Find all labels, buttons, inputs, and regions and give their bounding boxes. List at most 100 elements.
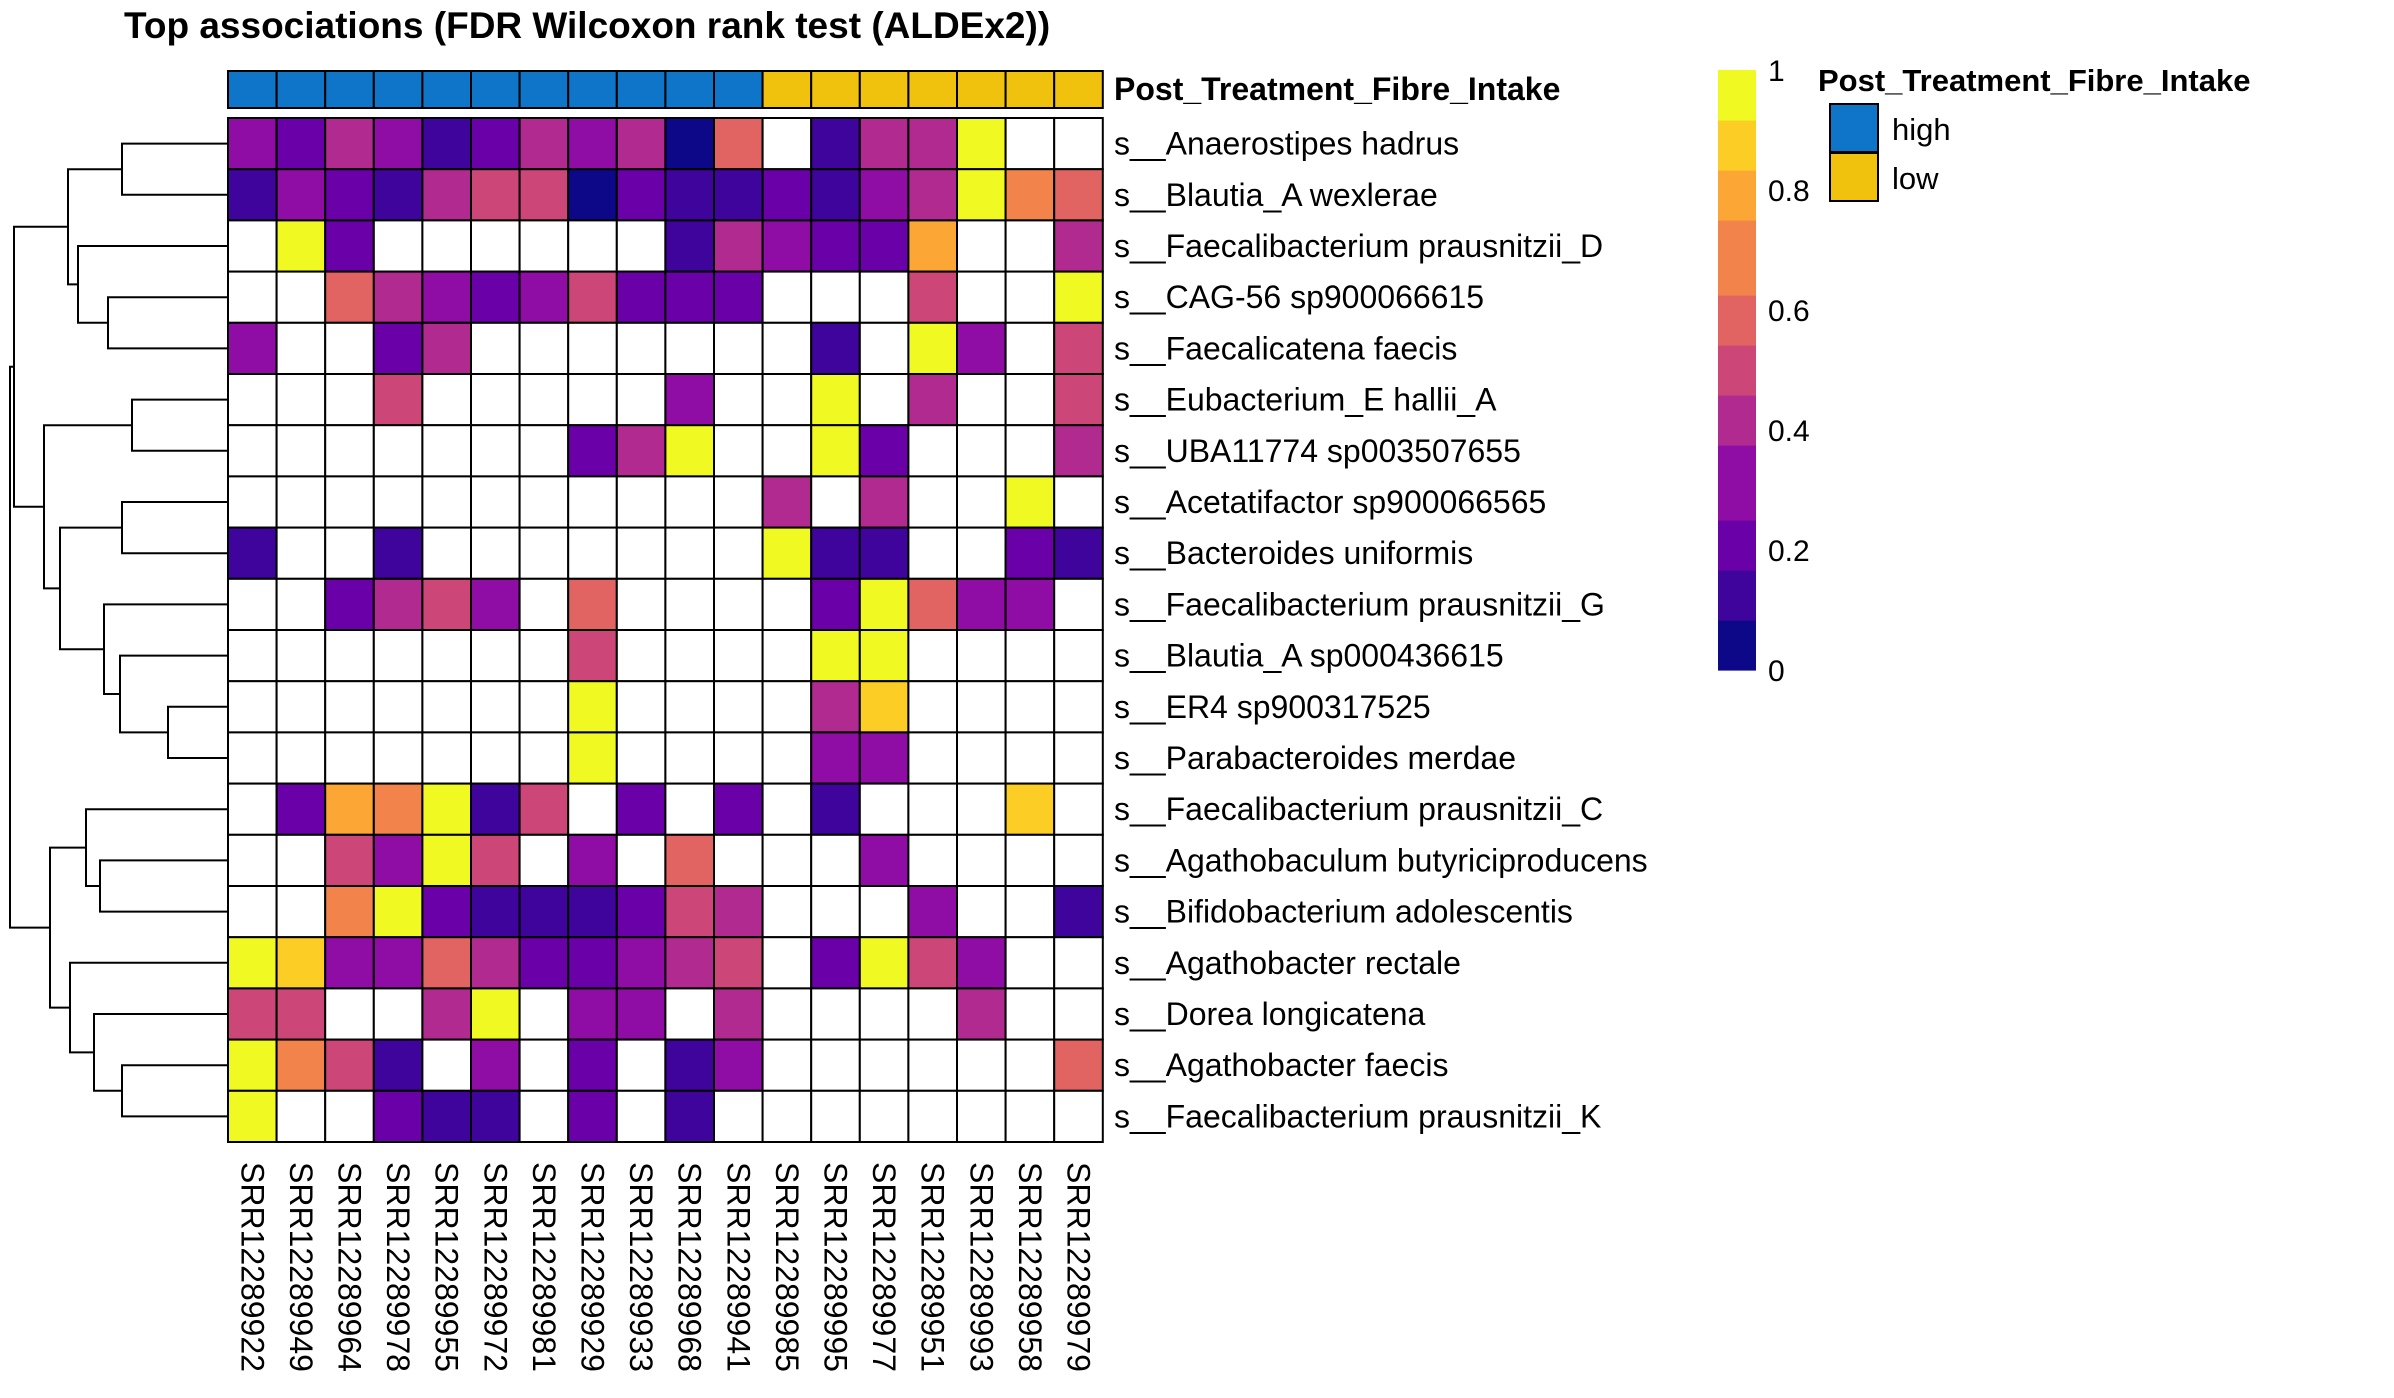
row-label: s__UBA11774 sp003507655 (1114, 433, 1521, 469)
heatmap-cells (227, 117, 1104, 1144)
heatmap-cell (421, 424, 472, 478)
heatmap-cell (275, 117, 327, 171)
heatmap-cell (761, 373, 813, 427)
heatmap-cell (324, 526, 375, 580)
heatmap-cell (470, 373, 521, 427)
heatmap-cell (421, 680, 472, 734)
annotation-cell-low (810, 70, 861, 109)
annotation-cell-low (907, 70, 959, 109)
heatmap-cell (615, 680, 667, 734)
heatmap-cell (275, 782, 327, 836)
heatmap-cell (713, 1089, 764, 1144)
heatmap-cell (615, 424, 667, 478)
heatmap-cell (421, 117, 472, 171)
heatmap-cell (567, 680, 618, 734)
row-label: s__Faecalibacterium prausnitzii_G (1114, 586, 1605, 622)
row-label: s__Bacteroides uniformis (1114, 535, 1473, 571)
column-label: SRR12289958 (1012, 1162, 1048, 1372)
heatmap-cell (275, 168, 327, 222)
color-scale-step (1718, 195, 1756, 221)
heatmap-cell (275, 475, 327, 529)
heatmap-cell (1053, 321, 1104, 375)
heatmap-cell (761, 1089, 813, 1144)
column-label: SRR12289978 (380, 1162, 416, 1372)
dendrogram-branch (119, 654, 228, 734)
heatmap-cell (227, 885, 278, 939)
heatmap-cell (956, 577, 1007, 631)
color-scale-step (1718, 395, 1756, 421)
heatmap-cell (518, 987, 570, 1041)
heatmap-cell (421, 270, 472, 324)
heatmap-cell (1004, 219, 1056, 273)
heatmap-cell (664, 270, 716, 324)
heatmap-cell (470, 833, 521, 887)
heatmap-cell (227, 680, 278, 734)
heatmap-cell (956, 936, 1007, 990)
column-label: SRR12289981 (526, 1162, 562, 1372)
heatmap-cell (275, 833, 327, 887)
heatmap-cell (713, 117, 764, 171)
heatmap-cell (713, 782, 764, 836)
heatmap-cell (421, 1089, 472, 1144)
annotation-cell-low (858, 70, 910, 109)
color-scale-step (1718, 595, 1756, 621)
heatmap-cell (324, 373, 375, 427)
heatmap-cell (956, 987, 1007, 1041)
heatmap-cell (567, 833, 618, 887)
heatmap-cell (421, 373, 472, 427)
dendrogram-branch (99, 859, 228, 913)
heatmap-cell (1004, 526, 1056, 580)
color-scale-step (1718, 520, 1756, 546)
heatmap-cell (664, 373, 716, 427)
heatmap-cell (1053, 219, 1104, 273)
heatmap-cell (372, 117, 424, 171)
heatmap-cell (664, 577, 716, 631)
heatmap-cell (275, 1089, 327, 1144)
heatmap-cell (713, 577, 764, 631)
color-scale-step (1718, 495, 1756, 521)
heatmap-cell (615, 373, 667, 427)
color-scale-tick: 0.2 (1768, 535, 1810, 568)
heatmap-cell (227, 270, 278, 324)
heatmap-cell (761, 1038, 813, 1092)
heatmap-cell (518, 117, 570, 171)
heatmap-cell (956, 885, 1007, 939)
row-label: s__Acetatifactor sp900066565 (1114, 484, 1546, 520)
heatmap-cell (421, 577, 472, 631)
heatmap-cell (470, 475, 521, 529)
heatmap-cell (227, 731, 278, 785)
heatmap-cell (275, 629, 327, 683)
heatmap-cell (421, 475, 472, 529)
heatmap-cell (810, 782, 861, 836)
heatmap-cell (664, 680, 716, 734)
heatmap-cell (275, 936, 327, 990)
heatmap-cell (907, 680, 959, 734)
heatmap-cell (664, 885, 716, 939)
annotation-cell-high (470, 70, 521, 109)
color-scale-step (1718, 370, 1756, 396)
heatmap-cell (567, 321, 618, 375)
row-label: s__Eubacterium_E hallii_A (1114, 382, 1497, 418)
heatmap-cell (615, 270, 667, 324)
heatmap-cell (858, 475, 910, 529)
heatmap-cell (761, 936, 813, 990)
color-scale-step (1718, 545, 1756, 571)
heatmap-cell (567, 526, 618, 580)
heatmap-cell (324, 731, 375, 785)
heatmap-cell (470, 117, 521, 171)
heatmap-cell (858, 577, 910, 631)
heatmap-cell (713, 987, 764, 1041)
heatmap-cell (324, 270, 375, 324)
heatmap-cell (372, 885, 424, 939)
column-labels: SRR12289922 SRR12289949 SRR12289964 SRR1228… (234, 1162, 1096, 1372)
heatmap-cell (227, 373, 278, 427)
heatmap-cell (372, 1038, 424, 1092)
heatmap-cell (956, 475, 1007, 529)
heatmap-cell (664, 1089, 716, 1144)
heatmap-cell (761, 526, 813, 580)
heatmap-cell (227, 936, 278, 990)
heatmap-cell (324, 629, 375, 683)
heatmap-cell (567, 168, 618, 222)
heatmap-cell (858, 1089, 910, 1144)
heatmap-cell (615, 987, 667, 1041)
